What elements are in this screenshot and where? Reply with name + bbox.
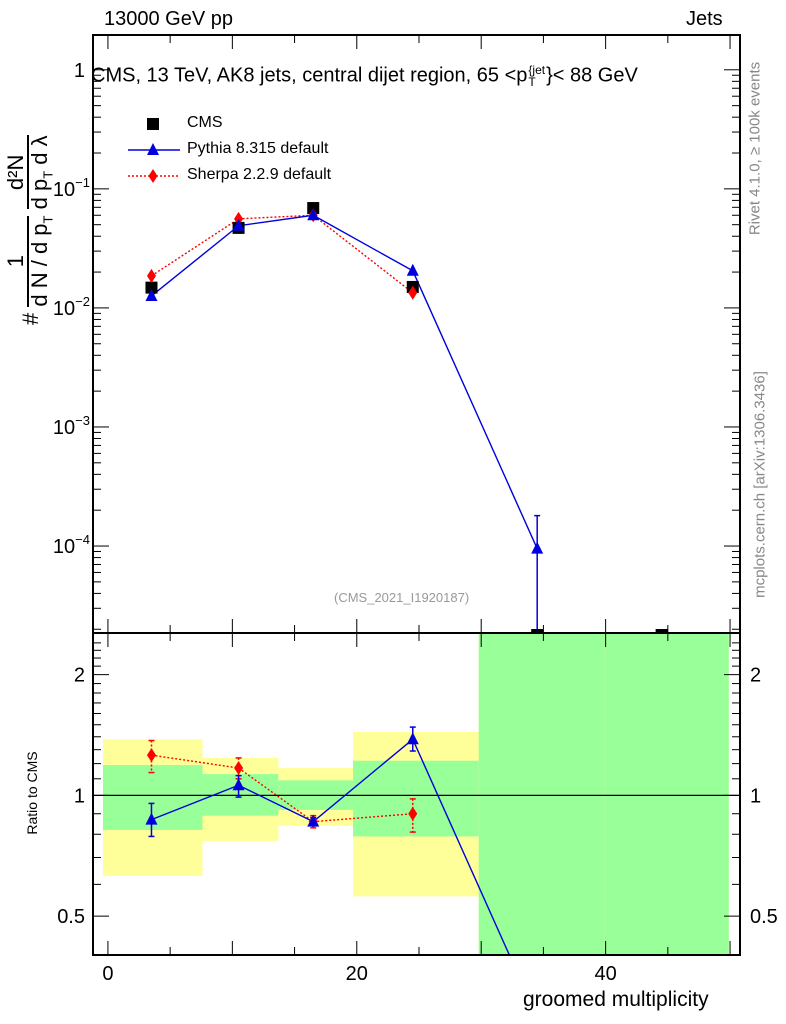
ylabel-sub: T bbox=[40, 215, 56, 224]
ratio-y-tick-label: 0.5 bbox=[750, 906, 778, 928]
y-tick-exponent: −2 bbox=[75, 294, 90, 309]
y-tick-label: 10−3 bbox=[53, 413, 90, 439]
ratio-sherpa-point bbox=[146, 748, 156, 763]
ratio-y-label: Ratio to CMS bbox=[24, 751, 40, 835]
y-tick-exponent: −4 bbox=[75, 532, 90, 547]
ratio-y-tick-label: 2 bbox=[74, 665, 85, 687]
title-tail: }< 88 GeV bbox=[546, 64, 638, 87]
rivet-label: Rivet 4.1.0, ≥ 100k events bbox=[746, 61, 764, 236]
y-tick-exponent: −1 bbox=[75, 175, 90, 190]
pythia-point bbox=[531, 541, 544, 554]
legend-sherpa-marker bbox=[148, 169, 158, 183]
ratio-y-tick-label: 1 bbox=[74, 785, 85, 807]
ratio-pythia-point bbox=[232, 778, 245, 791]
ratio-sherpa-line bbox=[151, 754, 413, 823]
legend-cms-marker bbox=[147, 118, 159, 130]
pythia-point bbox=[307, 208, 320, 221]
legend-pythia-marker bbox=[147, 143, 159, 155]
ratio-band-stat bbox=[478, 633, 605, 955]
ylabel-sub2: T bbox=[40, 170, 56, 179]
sherpa-point bbox=[146, 268, 156, 283]
x-tick-label: 40 bbox=[594, 963, 616, 985]
cms-point bbox=[145, 281, 158, 294]
pythia-point bbox=[145, 288, 158, 301]
ratio-y-tick-label: 2 bbox=[750, 665, 761, 687]
x-tick-label: 0 bbox=[102, 963, 113, 985]
ratio-y-tick-label: 0.5 bbox=[57, 906, 85, 928]
y-tick-label: 10−4 bbox=[53, 532, 90, 558]
ratio-band-stat bbox=[353, 760, 479, 837]
ylabel-num1: 1 bbox=[3, 215, 29, 307]
pythia-line bbox=[151, 214, 538, 549]
title-sub: T bbox=[528, 75, 536, 89]
ratio-pythia-point bbox=[145, 812, 158, 825]
cms-point bbox=[655, 629, 668, 633]
ratio-pythia-point bbox=[307, 814, 320, 827]
ylabel-hash: # bbox=[18, 312, 44, 325]
legend-cms: CMS bbox=[187, 114, 223, 131]
ratio-y-tick-label: 1 bbox=[750, 785, 761, 807]
main-plot-area bbox=[145, 202, 668, 633]
sherpa-line bbox=[151, 214, 414, 294]
ylabel-num2: d²N bbox=[3, 135, 29, 210]
title-main: CMS, 13 TeV, AK8 jets, central dijet reg… bbox=[91, 64, 528, 87]
category-label: Jets bbox=[686, 8, 723, 30]
plot-title: CMS, 13 TeV, AK8 jets, central dijet reg… bbox=[91, 64, 638, 88]
ratio-frame bbox=[92, 632, 741, 956]
pythia-point bbox=[406, 263, 419, 276]
y-tick-label: 1 bbox=[74, 60, 85, 82]
title-supsub: {jet T bbox=[528, 64, 545, 88]
ylabel-den2b: d λ bbox=[27, 135, 52, 165]
ratio-sherpa-point bbox=[234, 761, 244, 776]
mcplots-label: mcplots.cern.ch [arXiv:1306.3436] bbox=[751, 371, 769, 598]
cms-point bbox=[531, 629, 544, 633]
x-tick-label: 20 bbox=[346, 963, 368, 985]
ratio-pythia-point bbox=[406, 732, 419, 745]
y-tick-exponent: −3 bbox=[75, 413, 90, 428]
pythia-point bbox=[232, 218, 245, 231]
sherpa-point bbox=[408, 285, 418, 300]
title-sup: {jet bbox=[528, 63, 546, 77]
ratio-band-stat bbox=[604, 633, 729, 955]
energy-label: 13000 GeV pp bbox=[104, 8, 233, 30]
legend-sherpa: Sherpa 2.2.9 default bbox=[187, 166, 332, 183]
ylabel-den2: d p bbox=[27, 178, 52, 210]
ratio-plot-area bbox=[93, 633, 740, 955]
analysis-watermark: (CMS_2021_I1920187) bbox=[334, 590, 470, 605]
legend-pythia: Pythia 8.315 default bbox=[187, 140, 329, 157]
cms-point bbox=[307, 202, 320, 215]
ratio-sherpa-point bbox=[408, 806, 418, 821]
x-axis-label: groomed multiplicity bbox=[523, 988, 709, 1011]
ylabel-den1: d N / d p bbox=[27, 223, 52, 307]
